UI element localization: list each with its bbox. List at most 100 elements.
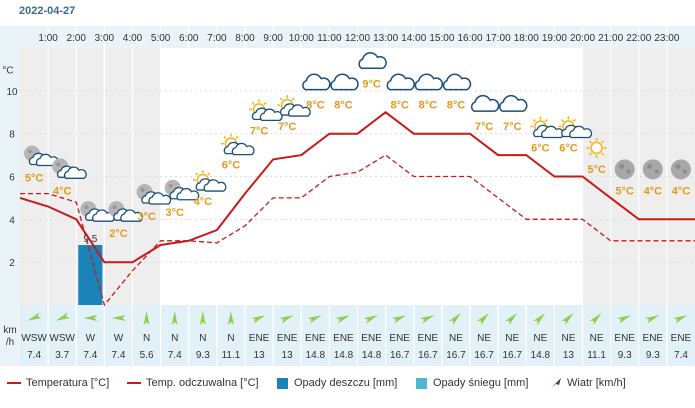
wind-direction: N: [227, 333, 234, 344]
wind-direction: ENE: [305, 333, 326, 344]
wind-direction: ENE: [333, 333, 354, 344]
wind-speed: 9.3: [646, 350, 660, 361]
wind-direction: N: [143, 333, 150, 344]
wind-direction: ENE: [277, 333, 298, 344]
legend-snow[interactable]: Opady śniegu [mm]: [416, 377, 528, 389]
legend-temperature[interactable]: Temperatura [°C]: [7, 377, 109, 389]
y-unit-wind: km: [3, 325, 16, 336]
wind-arrow-icon: [420, 315, 435, 324]
wind-arrow-icon: [533, 313, 546, 326]
wind-speed: 7.4: [674, 350, 688, 361]
night-cloudy-icon: [80, 201, 115, 222]
temperature-label: 7°C: [503, 121, 522, 133]
wind-arrow-icon: [673, 315, 688, 324]
wind-speed: 7.4: [168, 350, 182, 361]
wind-direction: ENE: [389, 333, 410, 344]
hour-label: 7:00: [207, 33, 227, 44]
wind-speed: 11.1: [222, 350, 241, 361]
temperature-label: 4°C: [194, 196, 213, 208]
temperature-label: 8°C: [447, 100, 466, 112]
hour-label: 16:00: [457, 33, 482, 44]
temperature-label: 9°C: [362, 78, 381, 90]
wind-speed: 16.7: [446, 350, 466, 361]
wind-speed: 7.4: [111, 350, 125, 361]
night-cloudy-icon: [24, 145, 59, 167]
legend-feels-like[interactable]: Temp. odczuwalna [°C]: [127, 377, 259, 389]
wind-speed: 3.7: [55, 350, 69, 361]
cloud-icon: [470, 94, 500, 112]
hour-label: 1:00: [38, 33, 58, 44]
partly-sunny-icon: [220, 133, 255, 156]
temperature-label: 7°C: [278, 121, 297, 133]
wind-direction: WSW: [49, 333, 75, 344]
wind-speed: 16.7: [418, 350, 438, 361]
temperature-label: 4°C: [53, 185, 72, 197]
temperature-label: 7°C: [250, 125, 269, 137]
legend-snow-label: Opady śniegu [mm]: [433, 377, 529, 389]
wind-arrow-icon: [476, 313, 490, 326]
wind-direction: ENE: [671, 333, 692, 344]
hour-label: 6:00: [179, 33, 199, 44]
wind-speed: 16.7: [390, 350, 410, 361]
wind-speed: 14.8: [306, 350, 326, 361]
wind-direction: W: [114, 333, 124, 344]
wind-direction: WSW: [21, 333, 47, 344]
night-cloudy-icon: [136, 184, 172, 205]
y-tick-label: 4: [9, 215, 15, 226]
wind-arrow-icon: [617, 315, 632, 324]
temperature-label: 8°C: [419, 100, 438, 112]
hour-label: 19:00: [542, 33, 567, 44]
wind-arrow-icon: [111, 315, 126, 321]
wind-speed: 16.7: [502, 350, 522, 361]
wind-speed: 13: [282, 350, 294, 361]
hour-label: 5:00: [151, 33, 171, 44]
wind-direction: NE: [561, 333, 575, 344]
y-unit-temp: °C: [2, 65, 13, 76]
wind-arrow-icon: [83, 315, 98, 321]
hour-label: 11:00: [317, 33, 342, 44]
wind-direction: ENE: [614, 333, 635, 344]
wind-direction: ENE: [418, 333, 439, 344]
left-axis-panel: [0, 26, 20, 366]
temperature-label: 3°C: [165, 207, 184, 219]
temperature-line: [19, 111, 695, 264]
wind-direction: W: [86, 333, 96, 344]
wind-speed: 14.8: [362, 350, 382, 361]
legend-temperature-label: Temperatura [°C]: [26, 377, 110, 389]
hour-label: 17:00: [486, 33, 511, 44]
wind-arrow-icon: [645, 315, 660, 324]
y-unit-wind: /h: [6, 337, 14, 348]
hour-label: 13:00: [373, 33, 398, 44]
wind-direction: N: [171, 333, 178, 344]
hour-label: 23:00: [654, 33, 679, 44]
legend-rain[interactable]: Opady deszczu [mm]: [277, 377, 397, 389]
partly-sunny-icon: [558, 116, 593, 139]
wind-direction: ENE: [361, 333, 382, 344]
cloud-icon: [499, 94, 528, 112]
night-icon: [670, 159, 691, 180]
wind-arrow-icon: [171, 311, 178, 325]
wind-direction: NE: [533, 333, 547, 344]
legend-wind-label: Wiatr [km/h]: [567, 377, 626, 389]
wind-speed: 11.1: [587, 350, 606, 361]
wind-arrow-icon: [227, 311, 234, 325]
legend-wind[interactable]: Wiatr [km/h]: [549, 377, 626, 389]
temperature-label: 8°C: [390, 100, 409, 112]
wind-speed: 16.7: [474, 350, 494, 361]
temperature-label: 7°C: [475, 121, 494, 133]
hour-label: 10:00: [289, 33, 314, 44]
wind-arrow-icon: [363, 315, 379, 324]
y-tick-label: 2: [9, 258, 15, 269]
temperature-label: 6°C: [531, 143, 550, 155]
wind-direction: NE: [449, 333, 463, 344]
hour-label: 8:00: [235, 33, 255, 44]
wind-speed: 13: [563, 350, 575, 361]
wind-arrow-icon: [279, 315, 294, 324]
wind-arrow-icon: [143, 311, 150, 325]
wind-speed: 14.8: [334, 350, 354, 361]
wind-arrow-icon: [505, 313, 518, 326]
hour-label: 4:00: [123, 33, 143, 44]
wind-arrow-icon: [55, 312, 70, 321]
hour-label: 2:00: [67, 33, 87, 44]
feels-like-line-swatch: [127, 382, 141, 384]
